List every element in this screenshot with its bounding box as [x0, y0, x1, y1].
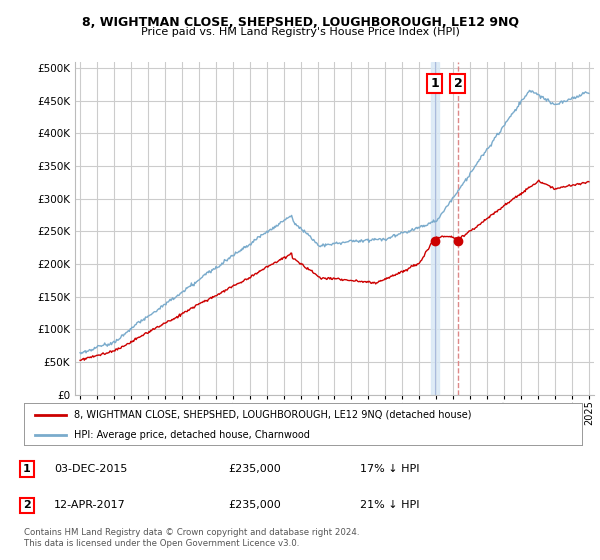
Text: £235,000: £235,000	[228, 464, 281, 474]
Text: Contains HM Land Registry data © Crown copyright and database right 2024.
This d: Contains HM Land Registry data © Crown c…	[24, 528, 359, 548]
Text: Price paid vs. HM Land Registry's House Price Index (HPI): Price paid vs. HM Land Registry's House …	[140, 27, 460, 37]
Text: 03-DEC-2015: 03-DEC-2015	[54, 464, 127, 474]
Text: 12-APR-2017: 12-APR-2017	[54, 501, 126, 510]
Text: 17% ↓ HPI: 17% ↓ HPI	[360, 464, 419, 474]
Text: 8, WIGHTMAN CLOSE, SHEPSHED, LOUGHBOROUGH, LE12 9NQ (detached house): 8, WIGHTMAN CLOSE, SHEPSHED, LOUGHBOROUG…	[74, 409, 472, 419]
Text: 1: 1	[431, 77, 439, 90]
Text: 2: 2	[454, 77, 463, 90]
Text: 2: 2	[23, 501, 31, 510]
Text: £235,000: £235,000	[228, 501, 281, 510]
Text: 21% ↓ HPI: 21% ↓ HPI	[360, 501, 419, 510]
Bar	[431, 62, 439, 395]
Text: HPI: Average price, detached house, Charnwood: HPI: Average price, detached house, Char…	[74, 430, 310, 440]
Text: 8, WIGHTMAN CLOSE, SHEPSHED, LOUGHBOROUGH, LE12 9NQ: 8, WIGHTMAN CLOSE, SHEPSHED, LOUGHBOROUG…	[82, 16, 518, 29]
Text: 1: 1	[23, 464, 31, 474]
